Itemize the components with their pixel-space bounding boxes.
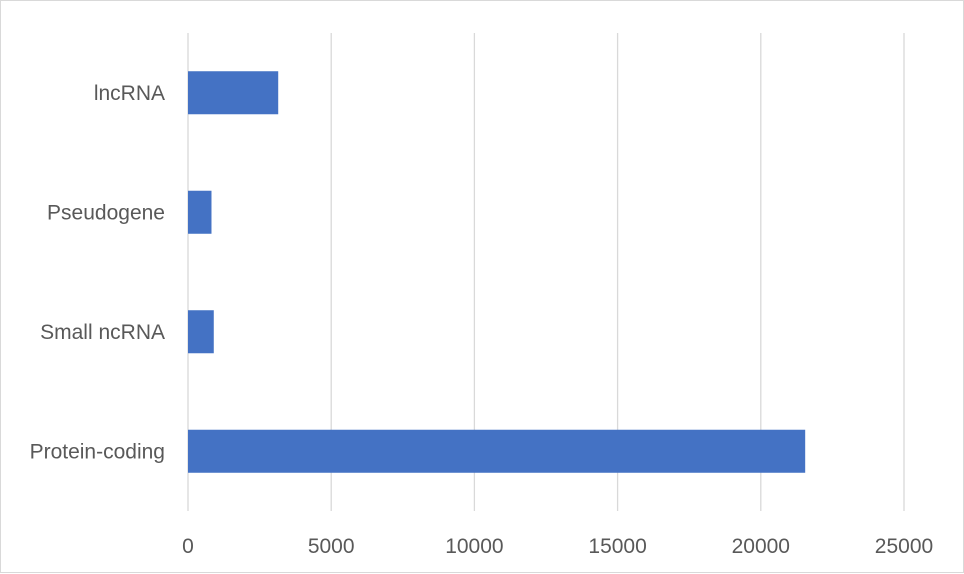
category-label: Small ncRNA (40, 321, 165, 344)
x-tick-label: 25000 (875, 535, 933, 558)
bar-protein-coding (188, 429, 806, 473)
x-tick-label: 10000 (445, 535, 503, 558)
x-tick-label: 15000 (588, 535, 646, 558)
category-label: Protein-coding (30, 440, 165, 463)
x-axis-ticks: 0 5000 10000 15000 20000 25000 (182, 535, 933, 558)
bar-lncrna (188, 71, 279, 115)
bar-small-ncrna (188, 310, 214, 354)
bars (188, 71, 806, 473)
x-tick-label: 20000 (732, 535, 790, 558)
bar-pseudogene (188, 190, 212, 234)
category-label: lncRNA (94, 82, 165, 105)
x-tick-label: 5000 (308, 535, 355, 558)
y-axis-categories: lncRNA Pseudogene Small ncRNA Protein-codin… (30, 82, 165, 464)
category-label: Pseudogene (47, 201, 165, 224)
x-tick-label: 0 (182, 535, 194, 558)
